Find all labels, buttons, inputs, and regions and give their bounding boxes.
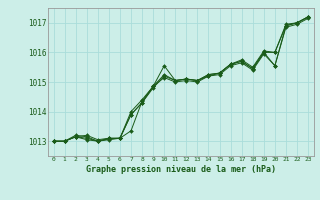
X-axis label: Graphe pression niveau de la mer (hPa): Graphe pression niveau de la mer (hPa) xyxy=(86,165,276,174)
